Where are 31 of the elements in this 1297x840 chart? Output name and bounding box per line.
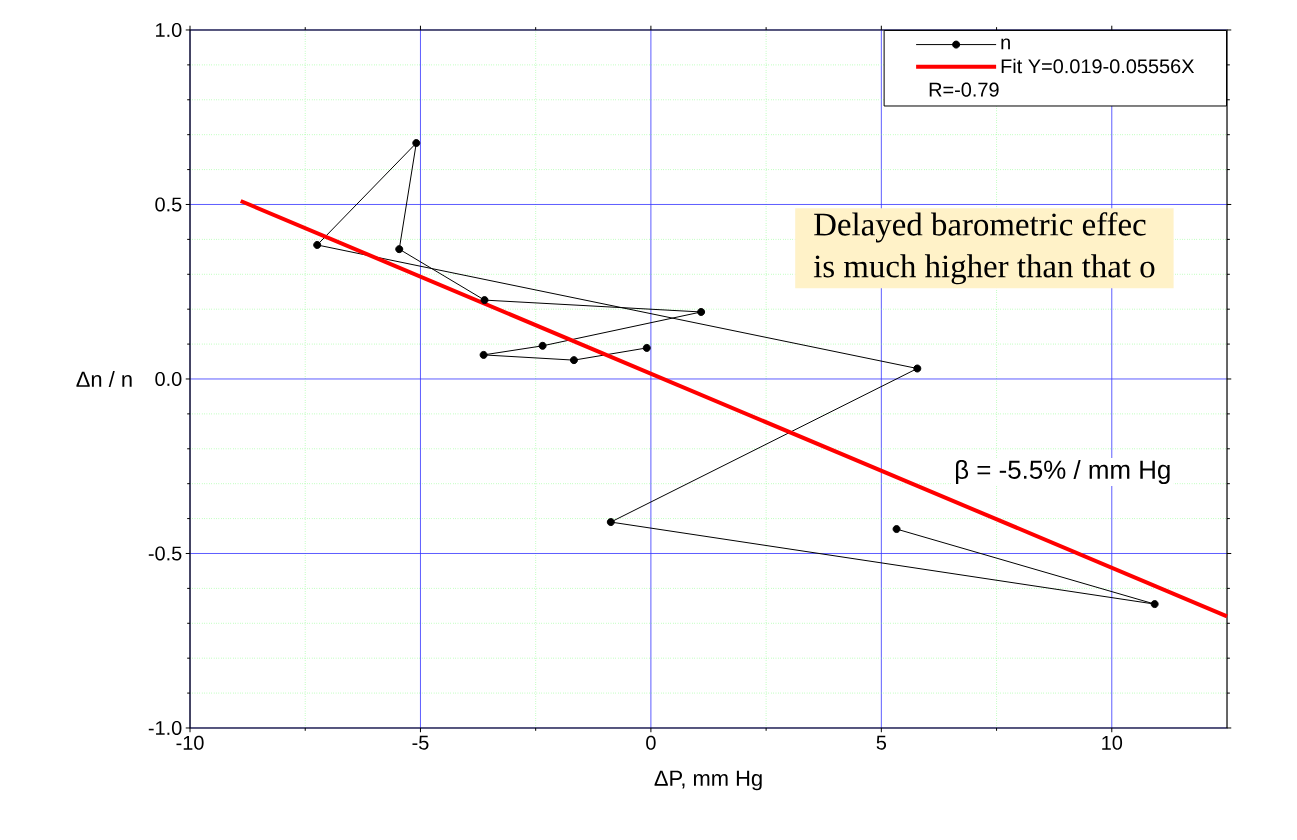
point xyxy=(1150,600,1159,609)
x-tick-label: -10 xyxy=(176,735,204,750)
x-axis-title: ΔP, mm Hg xyxy=(654,770,762,791)
x-tick-label: 0 xyxy=(646,735,656,750)
annotation: Delayed barometric effec xyxy=(814,212,1146,243)
y-tick-label: -1.0 xyxy=(148,720,182,736)
y-axis-title: Δn / n xyxy=(76,370,132,388)
point xyxy=(395,245,404,254)
y-tick-label: -0.5 xyxy=(148,546,182,561)
x-tick-label: -5 xyxy=(412,735,429,750)
y-tick-label: 0.5 xyxy=(155,197,182,212)
point xyxy=(480,296,489,305)
annotation: β = -5.5% / mm Hg xyxy=(956,459,1170,485)
annotation: R=-0.79 xyxy=(929,82,999,97)
point xyxy=(412,139,421,148)
point xyxy=(642,343,651,352)
x-tick-label: 10 xyxy=(1102,735,1123,750)
point xyxy=(538,341,547,350)
legend-label: n xyxy=(1001,38,1010,50)
point xyxy=(313,240,322,249)
point xyxy=(569,356,578,365)
y-tick-label: 0.0 xyxy=(155,371,182,387)
y-tick-label: 1.0 xyxy=(156,22,182,38)
legend-label: Fit Y=0.019-0.05556X xyxy=(1001,58,1195,74)
point xyxy=(892,525,901,534)
point xyxy=(697,307,706,316)
point xyxy=(606,518,615,527)
point xyxy=(913,364,922,373)
x-tick-label: 5 xyxy=(876,735,887,750)
point xyxy=(479,350,488,359)
annotation: is much higher than that o xyxy=(813,254,1155,285)
